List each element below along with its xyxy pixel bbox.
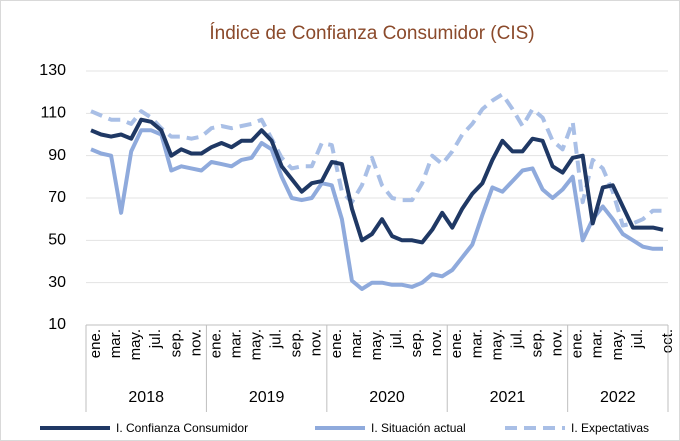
x-tick-label: mar. [348, 329, 365, 358]
x-tick-label: ene. [569, 329, 586, 358]
x-tick-label: sep. [529, 329, 546, 357]
x-tick-label: ene. [207, 329, 224, 358]
series-line [90, 117, 664, 245]
x-tick-label: mar. [589, 329, 606, 358]
year-label: 2020 [369, 389, 405, 406]
year-label: 2018 [128, 389, 164, 406]
series-line [90, 92, 663, 228]
x-tick-label: ene. [328, 329, 345, 358]
chart-title: Índice de Confianza Consumidor (CIS) [209, 23, 534, 44]
year-label: 2019 [249, 389, 285, 406]
x-tick-label: ene. [87, 329, 104, 358]
x-tick-label: jul. [629, 329, 646, 349]
x-tick-label: mar. [227, 329, 244, 358]
x-tick-label: oct. [659, 329, 676, 353]
legend-label: I. Expectativas [571, 421, 649, 435]
x-tick-label: sep. [167, 329, 184, 357]
x-tick-label: sep. [408, 329, 425, 357]
year-label: 2022 [600, 389, 636, 406]
y-tick-label: 90 [48, 147, 66, 164]
legend-label: I. Confianza Consumidor [116, 421, 248, 435]
x-tick-label: ene. [448, 329, 465, 358]
y-tick-label: 70 [48, 189, 66, 206]
y-tick-label: 30 [48, 274, 66, 291]
x-tick-label: nov. [187, 329, 204, 356]
x-tick-label: mar. [468, 329, 485, 358]
x-tick-label: nov. [549, 329, 566, 356]
y-tick-label: 130 [39, 62, 66, 79]
x-tick-label: may. [609, 329, 626, 360]
series-line [90, 128, 663, 291]
x-tick-label: jul. [388, 329, 405, 349]
x-tick-label: may. [127, 329, 144, 360]
x-tick-label: jul. [147, 329, 164, 349]
x-tick-label: nov. [308, 329, 325, 356]
x-tick-label: may. [488, 329, 505, 360]
x-tick-label: mar. [107, 329, 124, 358]
x-tick-label: may. [248, 329, 265, 360]
x-tick-label: may. [368, 329, 385, 360]
y-tick-label: 110 [40, 105, 66, 122]
legend-label: I. Situación actual [371, 421, 466, 435]
x-tick-label: sep. [288, 329, 305, 357]
x-tick-label: nov. [428, 329, 445, 356]
x-tick-label: jul. [268, 329, 285, 349]
y-tick-label: 10 [48, 316, 66, 333]
y-tick-label: 50 [48, 232, 66, 249]
year-label: 2021 [490, 389, 526, 406]
x-tick-label: jul. [508, 329, 525, 349]
